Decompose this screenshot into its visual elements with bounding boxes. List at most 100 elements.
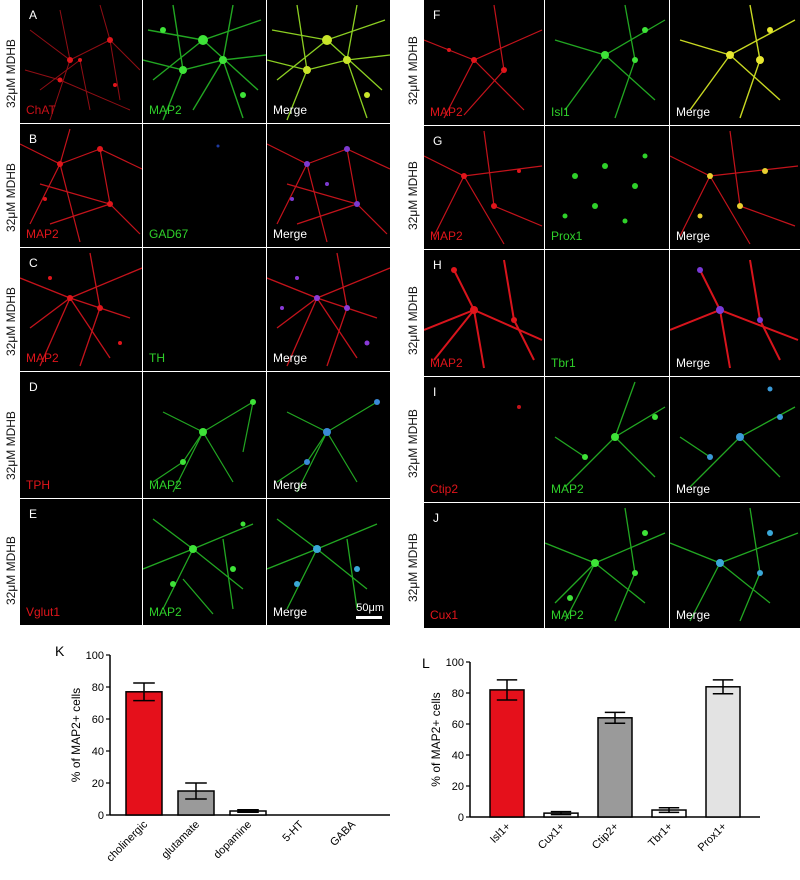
- neuron-render-merge: [670, 130, 799, 245]
- y-tick-label: 60: [452, 719, 464, 731]
- channel-label-green: MAP2: [149, 605, 182, 619]
- y-tick-label: 20: [92, 778, 104, 790]
- condition-label: 32μM MDHB: [4, 536, 18, 605]
- x-tick-label: 5-HT: [280, 818, 306, 844]
- condition-label: 32μM MDHB: [4, 411, 18, 480]
- x-tick-label: cholinergic: [104, 818, 150, 864]
- channel-label-merge: Merge: [676, 356, 711, 370]
- channel-label-green: MAP2: [551, 608, 584, 622]
- neuron-render-red: [24, 4, 141, 121]
- micrograph-a-red: A ChAT: [20, 0, 142, 123]
- micrograph-h-red: H MAP2: [424, 250, 544, 376]
- bar: [489, 689, 525, 818]
- channel-label-green: MAP2: [551, 482, 584, 496]
- panel-letter: C: [29, 256, 38, 270]
- channel-label-merge: Merge: [273, 103, 308, 117]
- micrograph-i-merge: Merge: [670, 377, 800, 502]
- panel-letter: D: [29, 380, 38, 394]
- neuron-render-green: [554, 4, 666, 119]
- neuron-render-green: [545, 507, 666, 622]
- micrograph-d-red: D TPH: [20, 372, 142, 498]
- panel-letter: H: [433, 258, 442, 272]
- condition-label: 32μM MDHB: [406, 286, 420, 355]
- condition-label: 32μM MDHB: [4, 287, 18, 356]
- condition-label: 32μM MDHB: [4, 163, 18, 232]
- channel-label-red: TPH: [26, 478, 50, 492]
- chart-l-letter: L: [422, 655, 430, 671]
- neuron-render-red: [424, 259, 543, 369]
- chart-k-letter: K: [55, 643, 65, 659]
- condition-label: 32μM MDHB: [406, 533, 420, 602]
- micrograph-f-green: Isl1: [545, 0, 669, 125]
- channel-label-merge: Merge: [273, 351, 308, 365]
- y-tick-label: 100: [86, 650, 104, 662]
- condition-label: 32μM MDHB: [406, 161, 420, 230]
- y-axis-label: % of MAP2+ cells: [69, 688, 83, 782]
- channel-label-red: MAP2: [26, 351, 59, 365]
- neuron-render-red: [20, 252, 142, 367]
- channel-label-red: Vglut1: [26, 605, 61, 619]
- channel-label-red: ChAT: [26, 103, 56, 117]
- channel-label-red: MAP2: [430, 105, 463, 119]
- micrograph-a-green: MAP2: [143, 0, 266, 123]
- neuron-render-green: [143, 4, 266, 121]
- chart-k: 0 20 40 60 80 100 % of MAP2+ cells cholinergic g…: [69, 650, 390, 864]
- neuron-render-merge: [670, 259, 799, 369]
- channel-label-green: MAP2: [149, 478, 182, 492]
- neuron-render-merge: [670, 507, 799, 622]
- neuron-render-red: [517, 405, 521, 409]
- condition-label: 32μM MDHB: [406, 409, 420, 478]
- neuron-render-merge: [267, 143, 390, 243]
- bar: [597, 717, 633, 818]
- micrograph-e-red: E Vglut1: [20, 499, 142, 625]
- micrograph-c-green: TH: [143, 248, 266, 371]
- micrograph-e-merge: Merge 50μm: [267, 499, 390, 625]
- channel-label-red: MAP2: [430, 356, 463, 370]
- micrograph-j-merge: Merge: [670, 503, 800, 628]
- micrograph-c-merge: Merge: [267, 248, 390, 371]
- neuron-render-green: [152, 399, 256, 493]
- neuron-render-merge: [267, 518, 378, 610]
- x-tick-label: Tbr1+: [646, 821, 675, 850]
- neuron-render-red: [20, 128, 142, 243]
- micrograph-j-red: J Cux1: [424, 503, 544, 628]
- y-tick-label: 80: [92, 682, 104, 694]
- neuron-render-merge: [267, 252, 390, 367]
- channel-label-green: Isl1: [551, 105, 570, 119]
- micrograph-h-merge: Merge: [670, 250, 800, 376]
- condition-label: 32μM MDHB: [406, 36, 420, 105]
- scalebar-label: 50μm: [356, 602, 384, 614]
- micrograph-i-red: I Ctip2: [424, 377, 544, 502]
- y-tick-label: 0: [98, 810, 104, 822]
- bar: [705, 686, 741, 818]
- channel-label-merge: Merge: [273, 478, 308, 492]
- channel-label-red: MAP2: [430, 229, 463, 243]
- x-tick-label: Prox1+: [696, 821, 729, 854]
- channel-label-merge: Merge: [676, 608, 711, 622]
- micrograph-i-green: MAP2: [545, 377, 669, 502]
- neuron-render-red: [424, 4, 543, 119]
- micrograph-h-green: Tbr1: [545, 250, 669, 376]
- panel-letter: B: [29, 132, 38, 146]
- x-tick-label: dopamine: [211, 819, 254, 862]
- channel-label-merge: Merge: [676, 105, 711, 119]
- neuron-render-red: [424, 130, 543, 245]
- chart-l: 0 20 40 60 80 100 % of MAP2+ cells Isl1+ Cux1+ Ct…: [429, 657, 760, 854]
- micrograph-g-green: Prox1: [545, 126, 669, 249]
- micrograph-g-red: G MAP2: [424, 126, 544, 249]
- neuron-render-green: [554, 381, 666, 488]
- channel-label-green: GAD67: [149, 227, 189, 241]
- scalebar: [356, 616, 382, 619]
- panel-letter: E: [29, 507, 38, 521]
- channel-label-merge: Merge: [676, 229, 711, 243]
- micrograph-b-green: GAD67: [143, 124, 266, 247]
- neuron-render-green: [216, 144, 220, 148]
- y-axis-label: % of MAP2+ cells: [429, 692, 443, 786]
- panel-letter: F: [433, 8, 441, 22]
- channel-label-green: Prox1: [551, 229, 583, 243]
- panel-letter: I: [433, 385, 437, 399]
- micrograph-a-merge: Merge: [267, 0, 390, 123]
- y-tick-label: 20: [452, 781, 464, 793]
- y-tick-label: 40: [452, 750, 464, 762]
- neuron-render-merge: [276, 399, 380, 493]
